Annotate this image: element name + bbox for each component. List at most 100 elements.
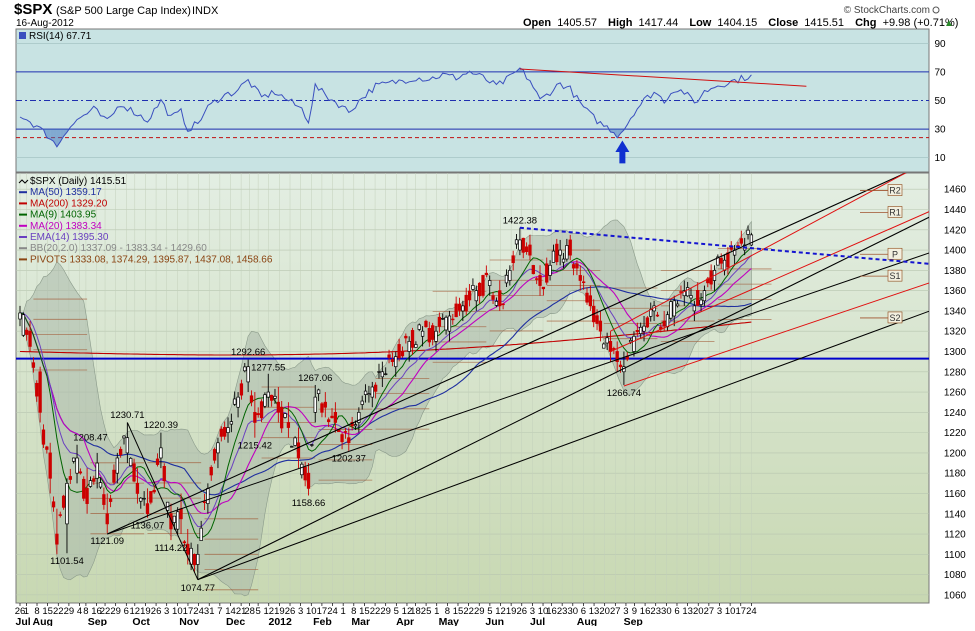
candle-body (552, 251, 555, 262)
rsi-legend: RSI(14) 67.71 (19, 31, 92, 42)
candle-body (673, 301, 676, 316)
candle-body (230, 422, 233, 425)
price-tick-label: 1140 (944, 509, 966, 520)
candle-body (35, 383, 38, 396)
candle-body (220, 429, 223, 436)
candle-body (636, 330, 639, 331)
price-background (16, 173, 929, 603)
candle-body (99, 483, 102, 487)
symbol: $SPX (14, 1, 52, 18)
candle-body (180, 509, 183, 519)
price-tick-label: 1340 (944, 306, 967, 317)
x-day-label: 25 (421, 606, 432, 617)
rsi-tick-label: 10 (934, 153, 946, 164)
chart-date: 16-Aug-2012 (16, 18, 74, 29)
x-day-label: 23 (557, 606, 568, 617)
legend-item: MA(9) 1403.95 (30, 210, 97, 221)
candle-body (243, 367, 246, 371)
candle-body (747, 230, 750, 234)
price-annotation: 1121.09 (90, 536, 124, 547)
candle-body (247, 367, 250, 382)
candle-body (233, 399, 236, 404)
x-day-label: 1 (341, 606, 346, 617)
candle-body (646, 318, 649, 327)
candle-body (405, 336, 408, 338)
candle-body (42, 430, 45, 444)
candle-body (670, 302, 673, 319)
candle-body (93, 479, 96, 482)
rsi-tick-label: 50 (934, 96, 946, 107)
x-day-label: 5 (255, 606, 260, 617)
candle-body (606, 338, 609, 343)
candle-body (629, 340, 632, 342)
candle-body (431, 326, 434, 340)
x-day-label: 6 (674, 606, 679, 617)
x-day-label: 20 (599, 606, 610, 617)
brand-dot-icon (933, 7, 939, 13)
pivot-label: S1 (889, 271, 900, 281)
pivot-label: P (892, 249, 898, 259)
candle-body (116, 458, 119, 473)
candle-body (304, 467, 307, 480)
candle-body (270, 395, 273, 400)
candle-body (384, 374, 387, 375)
legend-item: MA(20) 1383.34 (30, 221, 102, 232)
candle-body (56, 534, 59, 544)
close-value: 1415.51 (804, 17, 844, 29)
chg-label: Chg (855, 17, 876, 29)
candle-body (411, 330, 414, 347)
low-label: Low (689, 17, 711, 29)
candle-body (153, 490, 156, 492)
candle-body (62, 496, 65, 507)
candle-body (250, 396, 253, 402)
x-month-label: Jun (485, 616, 504, 626)
x-month-label: 2012 (269, 616, 293, 626)
candle-body (666, 315, 669, 327)
candle-body (361, 401, 364, 404)
x-day-label: 19 (506, 606, 517, 617)
candle-body (391, 360, 394, 362)
candle-body (676, 304, 679, 306)
candle-body (549, 265, 552, 275)
candle-body (257, 414, 260, 415)
candle-body (96, 463, 99, 478)
candle-body (347, 438, 350, 443)
candle-body (465, 295, 468, 311)
x-day-label: 7 (217, 606, 222, 617)
x-day-label: 29 (474, 606, 485, 617)
candle-body (371, 387, 374, 397)
price-annotation: 1266.74 (607, 388, 641, 399)
x-month-label: Aug (33, 616, 53, 626)
candle-body (663, 321, 666, 326)
candle-body (126, 438, 129, 453)
x-day-label: 3 (717, 606, 722, 617)
price-tick-label: 1060 (944, 590, 967, 601)
x-day-label: 23 (650, 606, 661, 617)
x-day-label: 13 (682, 606, 693, 617)
price-tick-label: 1280 (944, 367, 967, 378)
price-annotation: 1202.37 (332, 454, 366, 465)
x-day-label: 28 (244, 606, 255, 617)
candle-body (163, 466, 166, 480)
candle-body (643, 326, 646, 331)
candle-body (656, 315, 659, 316)
candle-body (86, 488, 89, 503)
candle-body (740, 239, 743, 244)
open-value: 1405.57 (557, 17, 597, 29)
candle-body (79, 472, 82, 473)
candle-body (478, 283, 481, 296)
candle-body (39, 372, 42, 413)
candle-body (589, 296, 592, 306)
candle-body (324, 402, 327, 407)
candle-body (525, 247, 528, 252)
candle-body (381, 372, 384, 377)
price-annotation: 1158.66 (292, 498, 326, 509)
legend-item: BB(20,2.0) 1337.09 - 1383.34 - 1429.60 (30, 243, 207, 254)
candle-body (435, 331, 438, 341)
x-month-label: Sep (88, 616, 107, 626)
candle-body (150, 491, 153, 502)
x-month-label: Aug (577, 616, 597, 626)
pivot-label: R2 (889, 186, 901, 196)
